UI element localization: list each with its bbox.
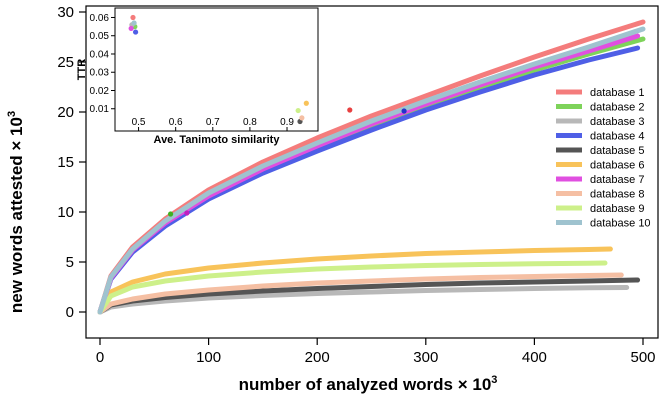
inset-x-tick-label-4: 0.9 — [280, 117, 294, 128]
legend-label-database-5: database 5 — [590, 145, 644, 157]
marker-database-4 — [401, 108, 407, 114]
inset-x-tick-label-2: 0.7 — [206, 117, 220, 128]
series-line-database-3 — [97, 285, 630, 315]
inset-point-database-6 — [303, 100, 309, 106]
y-axis-title-text: new words attested × 10 — [7, 117, 26, 313]
x-axis-title: number of analyzed words × 103 — [239, 374, 498, 394]
inset-y-tick-label-3: 0.04 — [90, 49, 110, 60]
legend-label-database-7: database 7 — [590, 174, 644, 186]
y-axis-title: new words attested × 103 — [6, 111, 26, 313]
x-tick-label-100: 100 — [196, 349, 221, 366]
x-tick-label-0: 0 — [96, 349, 104, 366]
series-line-database-10 — [97, 26, 646, 315]
legend-label-database-1: database 1 — [590, 87, 644, 99]
x-tick-label-200: 200 — [305, 349, 330, 366]
main-axes: 0 100 200 300 400 500 0 5 10 15 20 25 30 — [57, 4, 659, 366]
inset-y-tick-label-2: 0.03 — [90, 68, 110, 79]
series-line-database-8 — [97, 272, 624, 315]
y-tick-label-0: 0 — [66, 304, 74, 321]
inset-y-tick-label-0: 0.01 — [90, 104, 110, 115]
inset-y-axis-title: TTR — [76, 59, 88, 80]
y-tick-label-30: 30 — [57, 4, 74, 21]
marker-database-7 — [184, 210, 190, 216]
x-tick-label-300: 300 — [413, 349, 438, 366]
inset-x-axis-title: Ave. Tanimoto similarity — [154, 134, 281, 146]
y-axis-title-sup: 3 — [6, 111, 18, 117]
legend-label-database-3: database 3 — [590, 116, 644, 128]
inset-x-tick-label-0: 0.5 — [132, 117, 146, 128]
x-axis-title-text: number of analyzed words × 10 — [239, 375, 492, 394]
inset-point-database-8 — [299, 115, 305, 121]
y-tick-label-25: 25 — [57, 54, 74, 71]
x-tick-label-500: 500 — [630, 349, 655, 366]
series-lines — [97, 19, 646, 315]
inset-x-tick-label-3: 0.8 — [243, 117, 257, 128]
y-tick-label-20: 20 — [57, 104, 74, 121]
y-tick-label-5: 5 — [66, 254, 74, 271]
annotation-markers — [167, 107, 407, 217]
marker-database-2 — [167, 211, 174, 217]
plot-frame — [85, 5, 659, 339]
inset-scatter: 0.01 0.02 0.03 0.04 0.05 0.06 0.5 0.6 0.7 0.8 0.9 A… — [76, 7, 319, 146]
series-line-database-5 — [97, 277, 641, 315]
legend-label-database-2: database 2 — [590, 102, 644, 114]
y-tick-label-10: 10 — [57, 204, 74, 221]
inset-x-tick-label-1: 0.6 — [169, 117, 183, 128]
inset-y-tick-label-4: 0.05 — [90, 31, 110, 42]
inset-point-database-9 — [295, 107, 301, 114]
legend-label-database-8: database 8 — [590, 189, 644, 201]
inset-y-tick-label-1: 0.02 — [90, 86, 110, 97]
inset-y-tick-label-5: 0.06 — [90, 13, 110, 24]
legend-label-database-6: database 6 — [590, 160, 644, 172]
inset-point-database-10 — [131, 20, 137, 26]
series-line-database-6 — [97, 246, 613, 315]
y-tick-label-15: 15 — [57, 154, 74, 171]
legend-label-database-10: database 10 — [590, 218, 651, 230]
inset-point-database-7 — [128, 25, 134, 32]
x-axis-title-sup: 3 — [491, 374, 497, 386]
legend: database 1 database 2 database 3 database 4… — [556, 87, 651, 230]
x-tick-label-400: 400 — [522, 349, 547, 366]
inset-point-database-1 — [130, 14, 136, 21]
legend-label-database-9: database 9 — [590, 203, 644, 215]
legend-label-database-4: database 4 — [590, 131, 644, 143]
inset-point-database-4 — [132, 29, 139, 35]
marker-database-1 — [347, 107, 353, 113]
series-line-database-9 — [97, 260, 608, 315]
inset-frame — [114, 7, 319, 132]
